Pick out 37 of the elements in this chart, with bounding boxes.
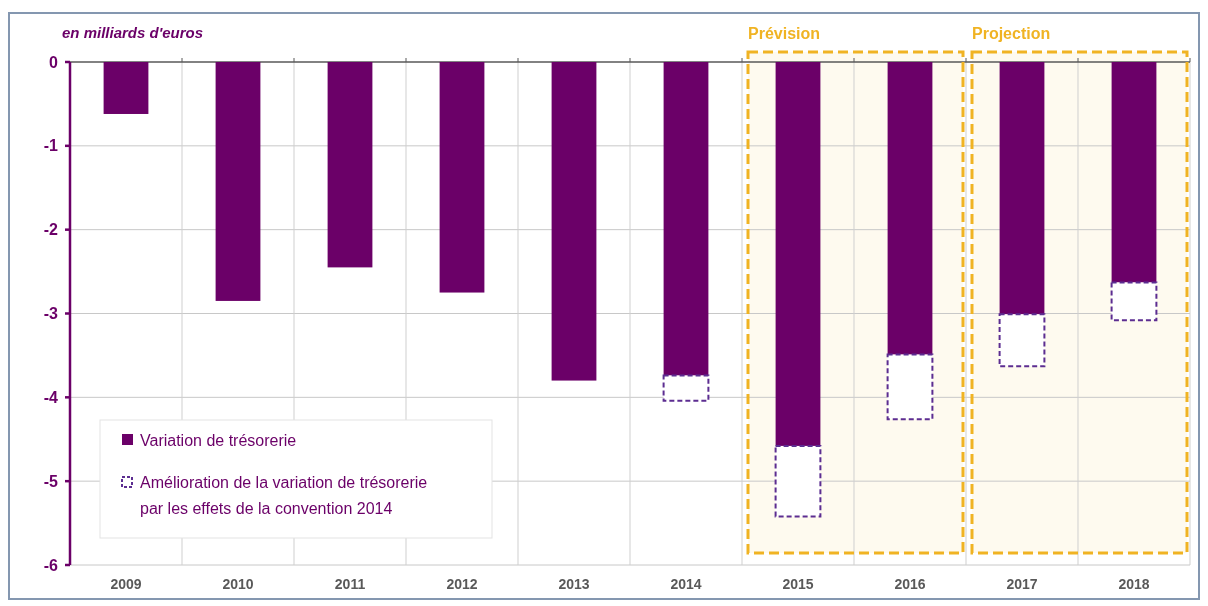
- bar: [774, 444, 822, 518]
- bar: [215, 62, 261, 301]
- x-tick-label: 2017: [1006, 576, 1038, 592]
- x-tick-label: 2010: [222, 576, 254, 592]
- y-tick-label: -6: [43, 556, 59, 574]
- bar: [662, 374, 710, 402]
- y-tick-label: -5: [43, 472, 59, 490]
- y-tick-label: -4: [43, 388, 59, 406]
- y-tick-label: -3: [43, 305, 59, 323]
- x-tick-label: 2011: [334, 576, 366, 592]
- x-tick-label: 2018: [1118, 576, 1150, 592]
- bar: [103, 62, 149, 114]
- bar: [327, 62, 373, 268]
- bar: [1111, 62, 1157, 283]
- bar: [999, 62, 1045, 315]
- band-label: Prévision: [748, 25, 821, 42]
- y-axis-title: en milliards d'euros: [62, 24, 204, 41]
- x-tick-label: 2016: [894, 576, 926, 592]
- bar: [1110, 281, 1158, 322]
- bar: [775, 62, 821, 446]
- bar: [998, 313, 1046, 368]
- x-tick-label: 2012: [446, 576, 478, 592]
- y-tick-label: -2: [43, 221, 59, 239]
- bar: [439, 62, 485, 293]
- bar: [887, 62, 933, 355]
- bar: [551, 62, 597, 381]
- x-tick-label: 2013: [558, 576, 590, 592]
- x-tick-label: 2009: [110, 576, 142, 592]
- bar: [663, 62, 709, 376]
- y-tick-label: 0: [49, 53, 59, 71]
- band-label: Projection: [972, 25, 1051, 42]
- bar: [886, 353, 934, 421]
- legend-label: Variation de trésorerie: [140, 432, 297, 449]
- y-tick-label: -1: [43, 137, 59, 155]
- x-tick-label: 2015: [782, 576, 814, 592]
- legend-label: Amélioration de la variation de trésorerie par les effets de la convention 2014: [140, 474, 428, 517]
- x-tick-label: 2014: [670, 576, 702, 592]
